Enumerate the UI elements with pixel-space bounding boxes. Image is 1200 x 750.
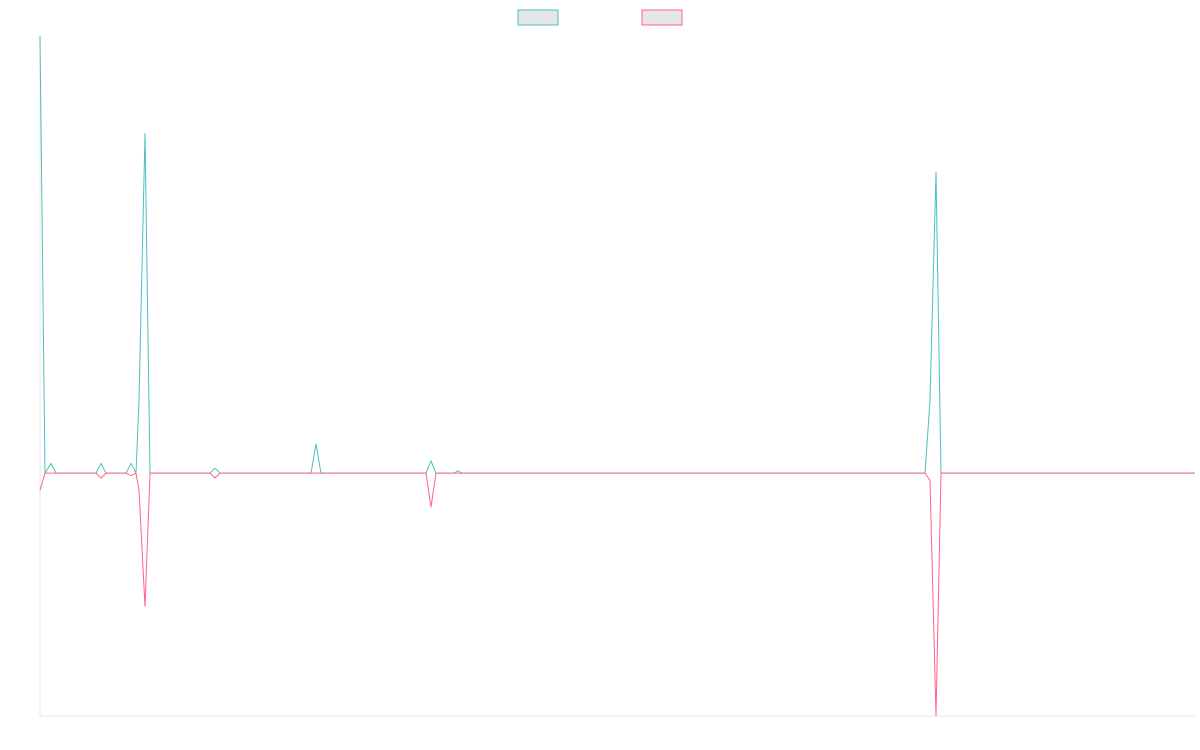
- series-line: [39, 472, 1195, 717]
- legend-swatch[interactable]: [641, 9, 683, 26]
- legend-swatch[interactable]: [517, 9, 559, 26]
- series-line: [39, 35, 1195, 476]
